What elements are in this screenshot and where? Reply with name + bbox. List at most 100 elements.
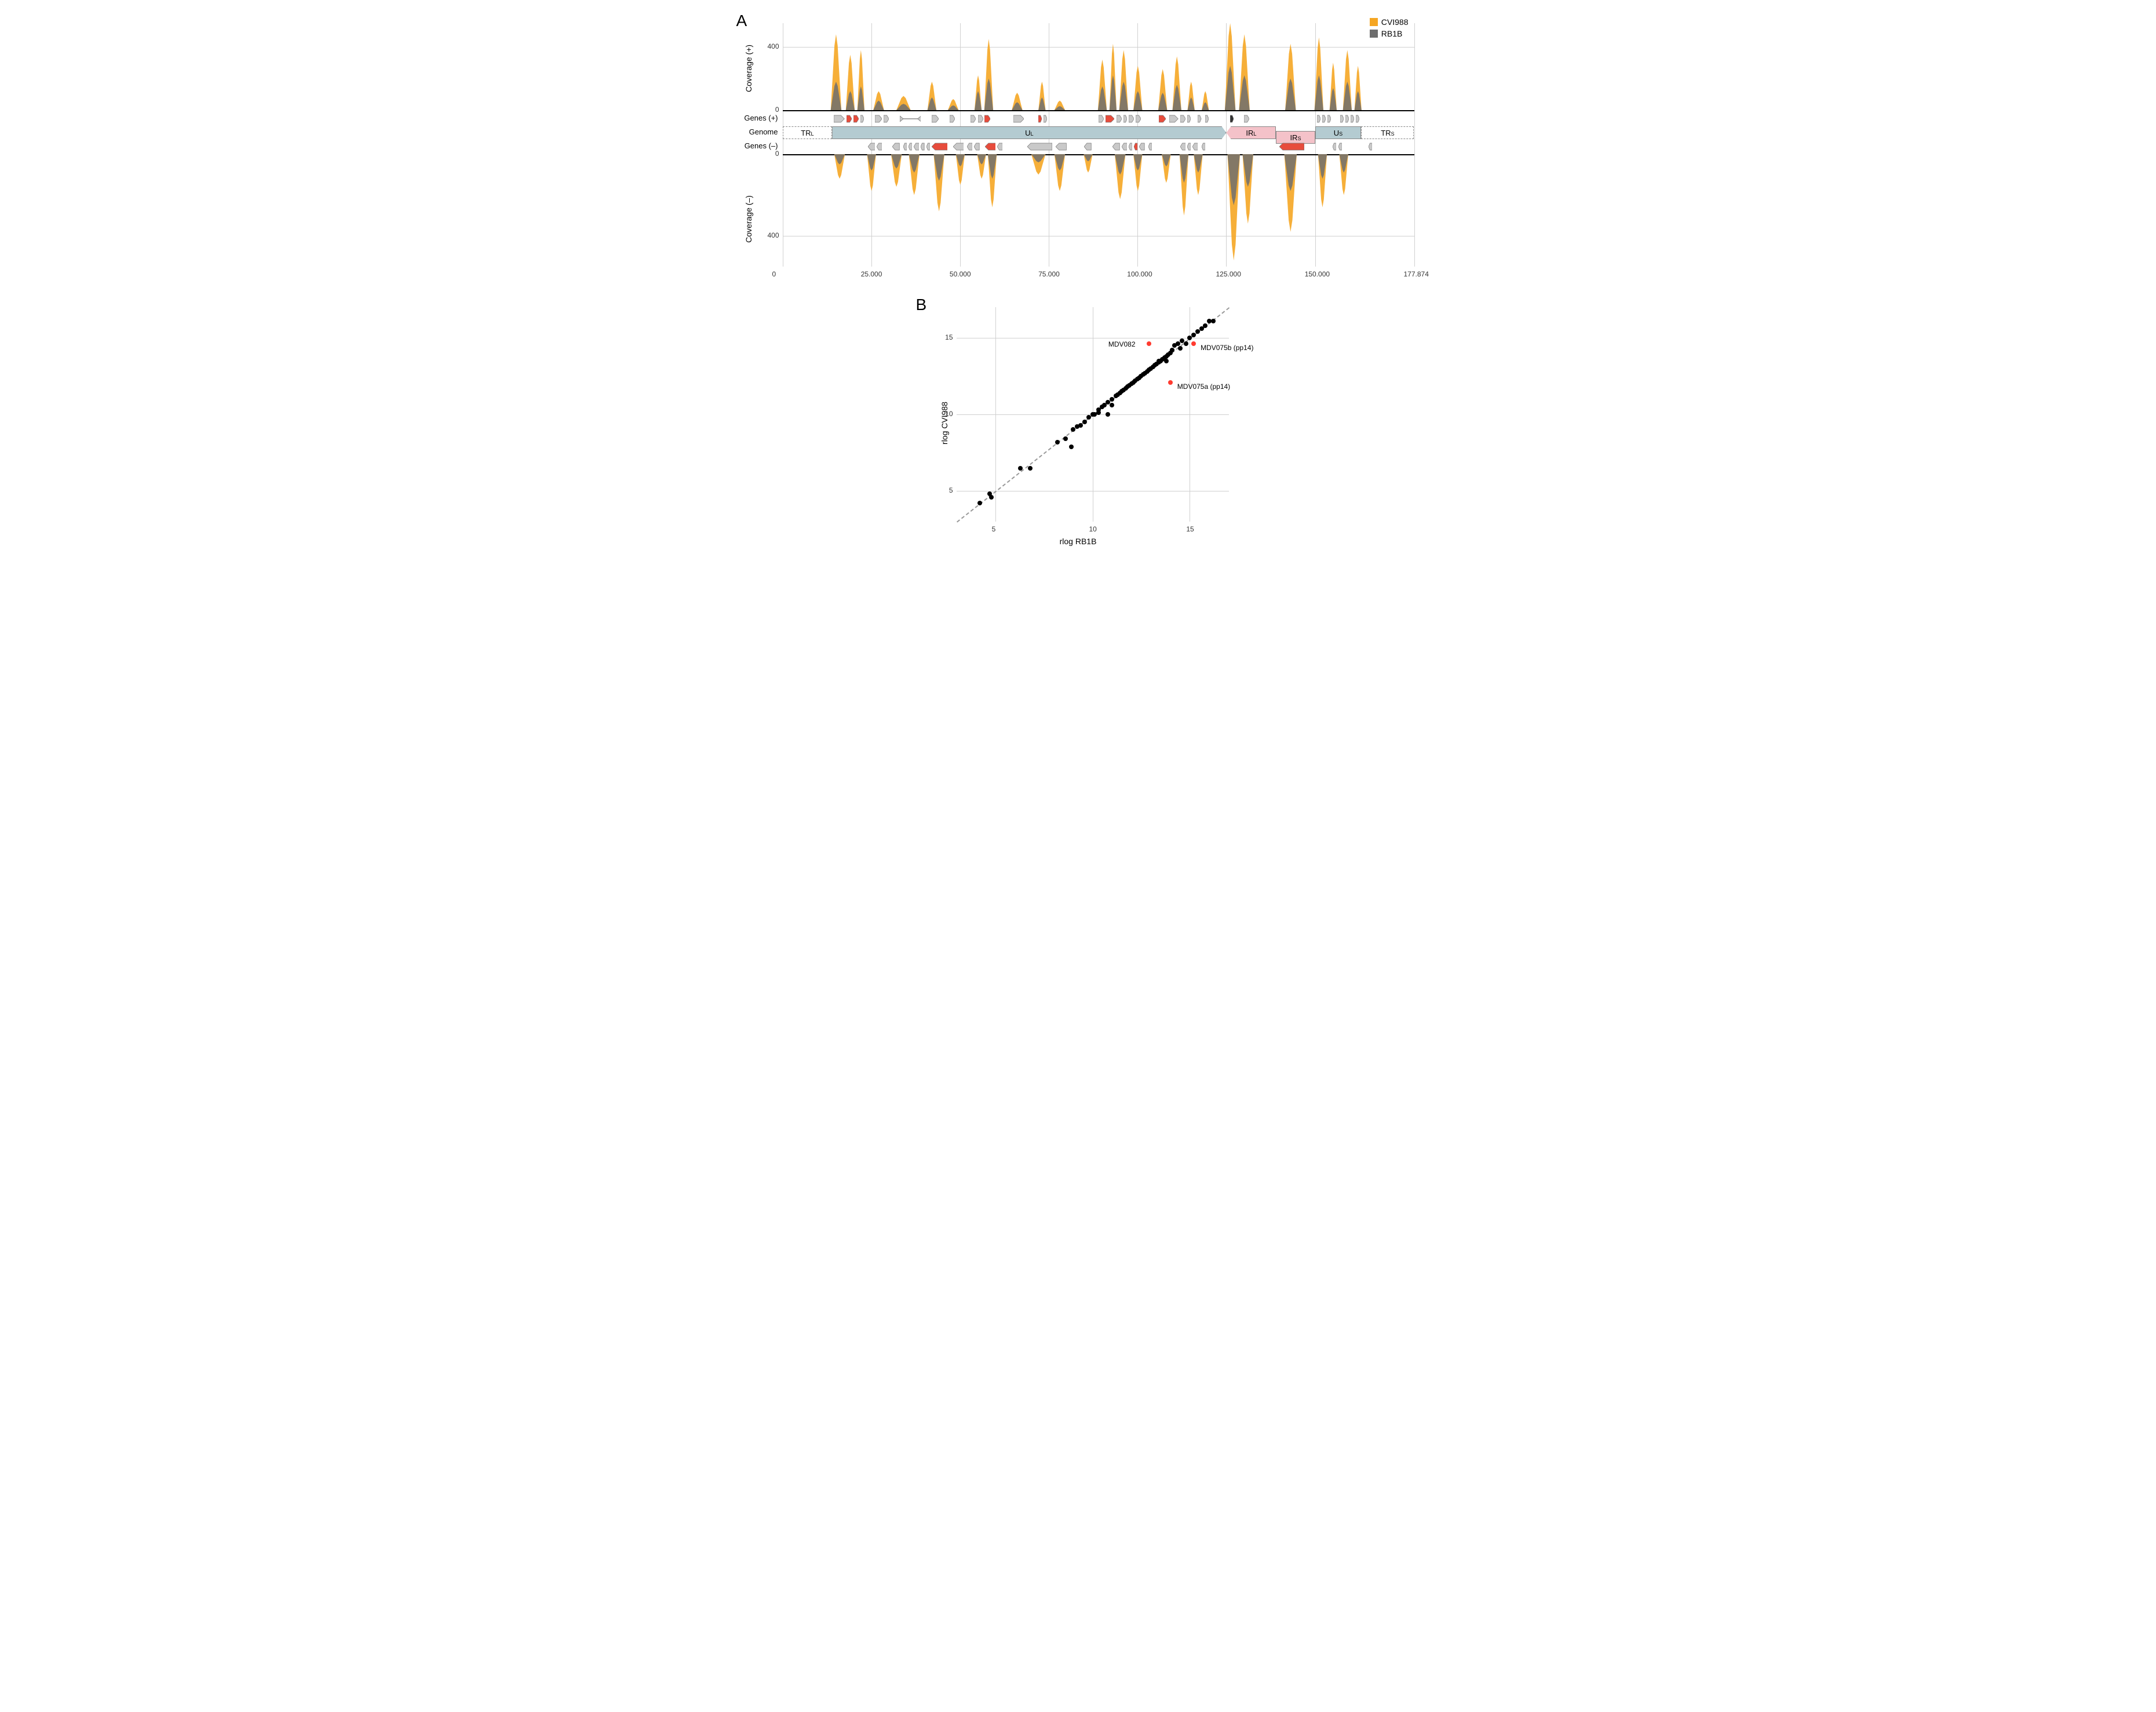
x-tick-label: 15 [1186, 525, 1194, 533]
gene-arrow [1122, 143, 1127, 151]
track-label-genes-minus: Genes (–) [745, 141, 783, 150]
track-label-genes-plus: Genes (+) [744, 114, 782, 122]
y-tick-label: 0 [775, 105, 779, 114]
panel-b-plot: 5101551015MDV082MDV075b (pp14)MDV075a (p… [957, 307, 1229, 522]
gene-arrow [1169, 115, 1178, 123]
y-axis-label-b: rlog CVI988 [939, 402, 949, 445]
genome-segment-label: IRL [1246, 129, 1256, 137]
gene-arrow [1333, 143, 1336, 151]
genome-segment: TRS [1361, 126, 1414, 139]
genome-segment-label: TRL [801, 129, 813, 137]
panel-a-plot: 025.00050.00075.000100.000125.000150.000… [783, 23, 1414, 267]
x-tick-label: 125.000 [1216, 270, 1241, 278]
gene-arrow [1327, 115, 1331, 123]
genome-segment-label: US [1334, 129, 1343, 137]
gene-arrow [932, 115, 939, 123]
gene-arrow [884, 115, 889, 123]
gene-arrow [868, 143, 875, 151]
gene-arrow [921, 143, 924, 151]
scatter-point [1106, 412, 1110, 417]
gene-arrow [1099, 115, 1104, 123]
axis-zero-line [783, 110, 1414, 111]
x-tick-label: 5 [992, 525, 996, 533]
gene-arrow [985, 143, 995, 151]
genome-segment-label: TRS [1381, 129, 1394, 137]
x-tick-label: 10 [1089, 525, 1097, 533]
gene-arrow [1351, 115, 1354, 123]
gene-arrow [1044, 115, 1047, 123]
gene-arrow [877, 143, 882, 151]
point-label: MDV075b (pp14) [1201, 344, 1253, 352]
x-tick-label: 0 [772, 270, 776, 278]
y-tick-label: 400 [767, 42, 779, 50]
scatter-point [1082, 420, 1087, 424]
gene-arrow [903, 143, 907, 151]
gene-arrow [860, 115, 864, 123]
genome-segment: UL [832, 126, 1226, 139]
gene-arrow [1148, 143, 1152, 151]
gene-arrow [1129, 115, 1134, 123]
gene-arrow [1056, 143, 1066, 151]
x-tick-label: 25.000 [861, 270, 882, 278]
gene-arrow [1038, 115, 1042, 123]
genes-plus-track: Genes (+) [783, 114, 1414, 124]
gene-arrow [1136, 115, 1141, 123]
track-label-genome: Genome [749, 128, 783, 136]
gene-arrow [1338, 143, 1342, 151]
gene-arrow [1202, 143, 1205, 151]
gene-arrow [847, 115, 852, 123]
gene-arrow [1139, 143, 1144, 151]
scatter-point [1184, 341, 1188, 346]
gene-arrow [1123, 115, 1127, 123]
gene-arrow [1340, 115, 1344, 123]
gene-arrow [1205, 115, 1209, 123]
scatter-point [989, 495, 994, 500]
scatter-point-highlight [1147, 341, 1151, 346]
scatter-point [1170, 348, 1174, 352]
scatter-point [1178, 346, 1183, 351]
y-tick-label: 15 [945, 333, 953, 341]
y-label-cov-plus: Coverage (+) [744, 45, 753, 92]
gene-arrow [1117, 115, 1122, 123]
panel-b: B 5101551015MDV082MDV075b (pp14)MDV075a … [916, 296, 1241, 551]
scatter-point [1164, 359, 1169, 363]
genome-segment: TRL [783, 126, 833, 139]
scatter-point [1110, 403, 1114, 407]
gene-arrow [1369, 143, 1372, 151]
gene-arrow [914, 143, 919, 151]
scatter-point [1211, 319, 1216, 323]
x-axis-label-b: rlog RB1B [1060, 537, 1097, 546]
gene-arrow [1317, 115, 1320, 123]
coverage-plus-svg [783, 23, 1414, 110]
panel-a-label: A [736, 12, 747, 30]
gene-arrow [900, 115, 921, 123]
genome-segment-label: UL [1025, 129, 1033, 137]
gene-arrow [853, 115, 859, 123]
gene-arrow [1192, 143, 1198, 151]
scatter-point [1096, 410, 1101, 415]
gene-arrow [950, 115, 955, 123]
gene-arrow [1180, 143, 1185, 151]
x-tick-label: 50.000 [950, 270, 971, 278]
gene-arrow [1129, 143, 1132, 151]
scatter-point [1018, 466, 1023, 471]
genome-segment-label: IRS [1290, 133, 1301, 142]
genes-minus-track: Genes (–) [783, 141, 1414, 152]
gene-arrow [1187, 143, 1191, 151]
genome-track: GenomeTRLULIRLIRSUSTRS [783, 126, 1414, 139]
scatter-point [1203, 323, 1207, 328]
scatter-point [977, 501, 982, 505]
x-tick-label: 150.000 [1305, 270, 1330, 278]
gene-arrow [1112, 143, 1119, 151]
gene-arrow [1180, 115, 1185, 123]
scatter-point [1069, 445, 1074, 449]
gene-arrow [1198, 115, 1201, 123]
scatter-point [1055, 440, 1060, 445]
gene-arrow [984, 115, 990, 123]
panel-b-label: B [916, 296, 927, 314]
x-tick-label: 75.000 [1038, 270, 1060, 278]
point-label: MDV082 [1108, 340, 1136, 348]
scatter-point [1028, 466, 1033, 471]
x-tick-label: 100.000 [1127, 270, 1152, 278]
x-tick-label: 177.874 [1404, 270, 1429, 278]
